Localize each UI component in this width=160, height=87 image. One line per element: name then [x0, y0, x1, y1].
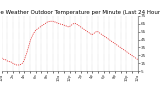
Title: Milwaukee Weather Outdoor Temperature per Minute (Last 24 Hours): Milwaukee Weather Outdoor Temperature pe…	[0, 10, 160, 15]
